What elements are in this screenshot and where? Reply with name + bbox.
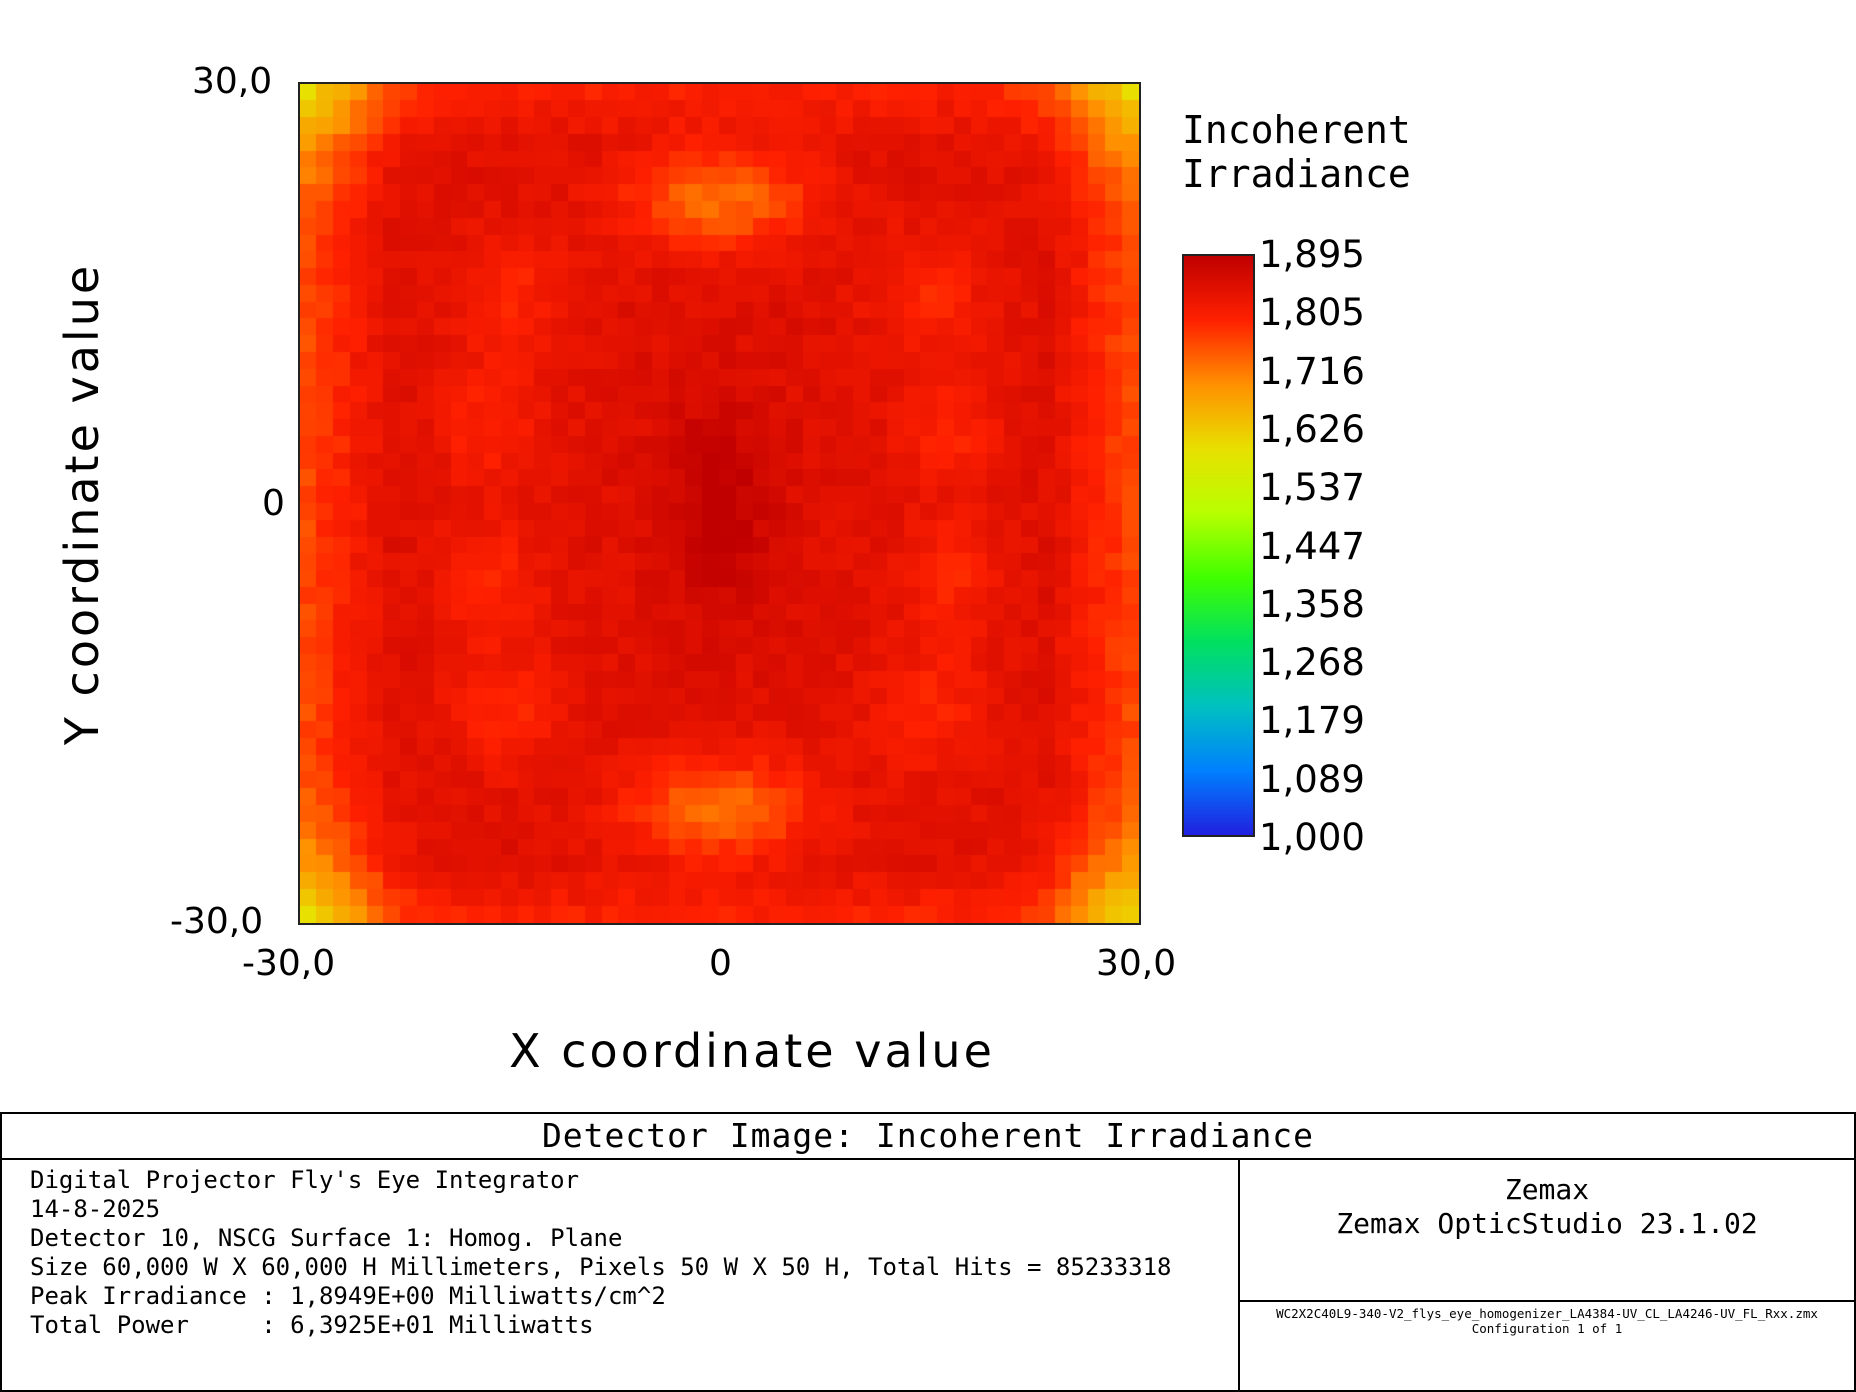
colorbar-tick-label: 1,089	[1259, 757, 1365, 801]
x-tick-label-left: -30,0	[242, 943, 336, 984]
y-tick-label-middle: 0	[262, 483, 285, 524]
colorbar-gradient	[1182, 254, 1255, 837]
footer-line-date: 14-8-2025	[30, 1195, 161, 1223]
footer-details: Digital Projector Fly's Eye Integrator 1…	[30, 1166, 1172, 1340]
colorbar-title-line-1: Incoherent	[1182, 108, 1411, 152]
y-tick-label-bottom: -30,0	[170, 901, 264, 942]
footer-line-system: Digital Projector Fly's Eye Integrator	[30, 1166, 580, 1194]
colorbar-tick-label: 1,716	[1259, 349, 1365, 393]
colorbar-tick-label: 1,805	[1259, 291, 1365, 335]
info-footer: Detector Image: Incoherent Irradiance Di…	[0, 1112, 1856, 1392]
colorbar-tick-label: 1,895	[1259, 233, 1365, 276]
y-axis-title: Y coordinate value	[55, 262, 109, 746]
footer-line-peak: Peak Irradiance : 1,8949E+00 Milliwatts/…	[30, 1282, 666, 1310]
colorbar-tick-label: 1,179	[1259, 699, 1365, 743]
colorbar-title-line-2: Irradiance	[1182, 152, 1411, 196]
footer-filename: WC2X2C40L9-340-V2_flys_eye_homogenizer_L…	[1276, 1306, 1818, 1321]
footer-line-power: Total Power : 6,3925E+01 Milliwatts	[30, 1311, 594, 1339]
irradiance-heatmap	[300, 84, 1139, 923]
footer-configuration: Configuration 1 of 1	[1471, 1321, 1623, 1336]
x-tick-label-right: 30,0	[1096, 943, 1177, 984]
footer-divider	[1240, 1300, 1854, 1302]
y-tick-label-top: 30,0	[192, 61, 273, 102]
colorbar-tick-label: 1,358	[1259, 582, 1365, 626]
colorbar-title: Incoherent Irradiance	[1182, 108, 1411, 196]
footer-line-detector: Detector 10, NSCG Surface 1: Homog. Plan…	[30, 1224, 623, 1252]
colorbar-tick-label: 1,000	[1259, 816, 1365, 859]
x-tick-label-middle: 0	[709, 943, 732, 984]
footer-version: Zemax OpticStudio 23.1.02	[1336, 1207, 1758, 1240]
colorbar-tick-label: 1,537	[1259, 466, 1365, 510]
heatmap-plot-area	[298, 82, 1141, 925]
footer-company: Zemax	[1504, 1173, 1590, 1206]
colorbar-tick-label: 1,268	[1259, 641, 1365, 685]
colorbar-tick-label: 1,626	[1259, 407, 1365, 451]
colorbar-tick-label: 1,447	[1259, 524, 1365, 568]
x-axis-title: X coordinate value	[509, 1024, 995, 1078]
footer-line-size: Size 60,000 W X 60,000 H Millimeters, Pi…	[30, 1253, 1172, 1281]
footer-software-panel: Zemax Zemax OpticStudio 23.1.02 WC2X2C40…	[1238, 1160, 1854, 1390]
footer-title: Detector Image: Incoherent Irradiance	[2, 1114, 1854, 1160]
